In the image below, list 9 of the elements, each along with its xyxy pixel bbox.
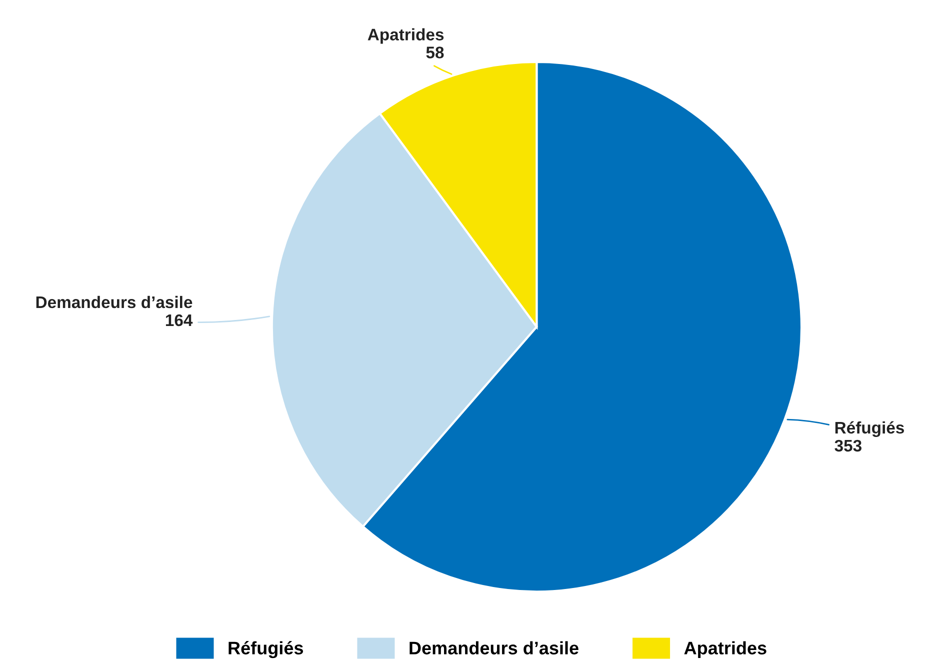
- slice-label: Réfugiés: [835, 421, 904, 437]
- slice-label: Demandeurs d’asile: [36, 296, 192, 308]
- legend-label: Apatrides: [684, 641, 766, 658]
- data-label: 58: [426, 46, 444, 58]
- legend-label: Réfugiés: [228, 641, 304, 658]
- slice-label: Apatrides: [368, 28, 444, 44]
- data-label: 164: [166, 314, 193, 326]
- data-label: 353: [834, 440, 862, 452]
- legend-label: Demandeurs d’asile: [410, 641, 578, 654]
